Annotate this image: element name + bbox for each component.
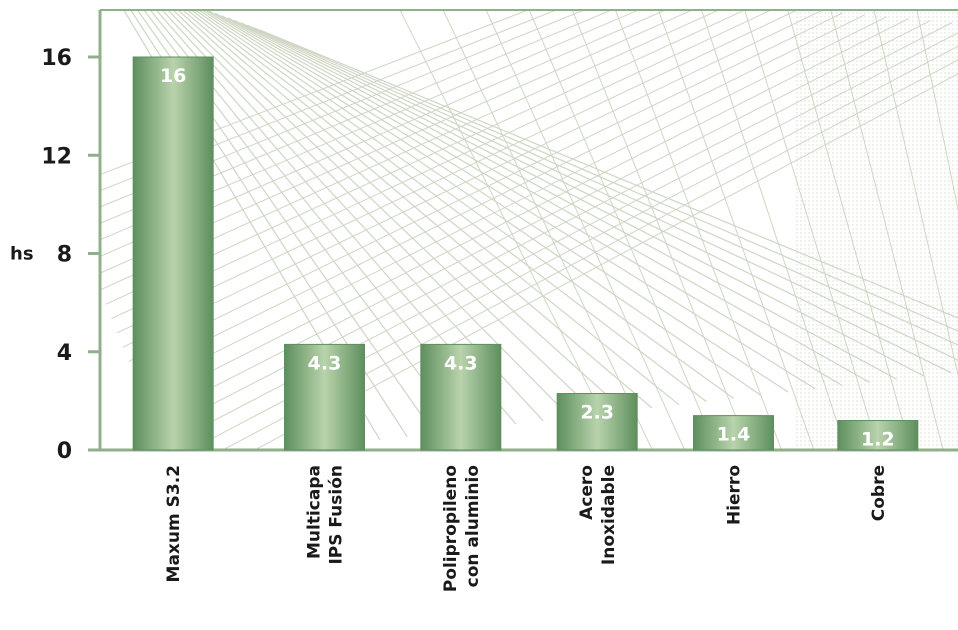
bar (132, 56, 214, 451)
x-category-label: IPS Fusión (327, 465, 347, 565)
bar-data-label: 4.3 (444, 352, 478, 374)
bar-data-label: 1.4 (717, 424, 751, 446)
y-tick-label: 16 (41, 46, 72, 71)
x-category-label: Cobre (869, 465, 889, 521)
bar-data-label: 16 (160, 65, 186, 87)
y-tick-label: 8 (57, 243, 72, 268)
x-category-label: Inoxidable (599, 465, 619, 565)
bar-data-label: 4.3 (308, 352, 342, 374)
plot-background (100, 10, 958, 450)
bar (837, 420, 919, 451)
y-tick-label: 12 (41, 144, 72, 169)
bar-data-label: 2.3 (580, 402, 614, 424)
axes (88, 9, 958, 452)
x-category-label: Multicapa (305, 465, 325, 559)
x-category-label: con aluminio (463, 465, 483, 587)
y-axis-label: hs (10, 244, 34, 265)
labels: 0 4 8 12 16 hs 16 Maxum S3.2 4.3 Multicapa IPS Fus… (10, 46, 895, 592)
y-tick-label: 4 (57, 341, 72, 366)
bar (556, 393, 638, 451)
bar (284, 343, 365, 451)
x-category-label: Maxum S3.2 (164, 465, 184, 582)
bar (693, 415, 774, 451)
y-tick-label: 0 (57, 439, 72, 464)
bars (132, 56, 919, 451)
x-category-label: Hierro (725, 465, 745, 525)
bar (420, 343, 502, 451)
x-category-label: Acero (577, 465, 597, 520)
x-category-label: Polipropileno (441, 465, 461, 592)
bar-data-label: 1.2 (861, 429, 895, 451)
